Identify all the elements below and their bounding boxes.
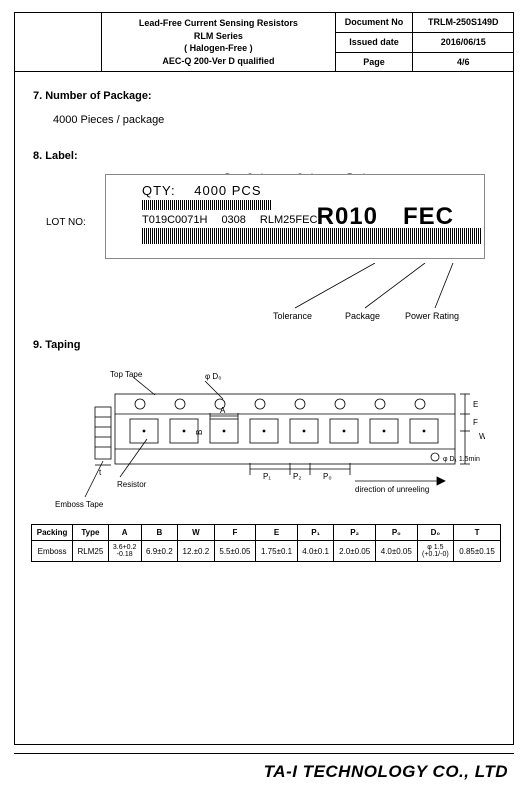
lbl-emboss: Emboss Tape: [55, 500, 104, 509]
lbl-a: A: [220, 406, 226, 415]
lbl-f: F: [473, 418, 478, 427]
lbl-p2: P₂: [293, 472, 301, 481]
barcode-small: [142, 200, 272, 210]
ph-8: P₂: [334, 525, 376, 541]
ann-package: Package: [345, 311, 380, 321]
ph-4: W: [178, 525, 215, 541]
lbl-resistor: Resistor: [117, 480, 147, 489]
lbl-p1: P₁: [263, 472, 271, 481]
packing-table: Packing Type A B W F E P₁ P₂ P₀ D₀ T Emb…: [31, 524, 501, 562]
lbl-p0: P₀: [323, 472, 332, 481]
date-code-val: 0308: [221, 214, 245, 226]
lbl-top-tape: Top Tape: [110, 370, 143, 379]
lbl-d0: φ D₀: [205, 372, 222, 381]
ph-10: D₀: [417, 525, 454, 541]
ph-2: A: [108, 525, 141, 541]
taping-diagram: Top Tape φ D₀ A B P₁ P₂ P₀ φ D₁ 1.5min E…: [55, 369, 485, 514]
ph-11: T: [454, 525, 501, 541]
qty-line: QTY: 4000 PCS: [142, 183, 474, 198]
bottom-annotations: Tolerance Package Power Rating: [15, 263, 513, 333]
page-number: 4/6: [413, 52, 513, 72]
title-line-4: AEC-Q 200-Ver D qualified: [162, 56, 274, 66]
label-area: Date Code Series Resistance LOT NO: QTY:…: [15, 174, 513, 333]
header-table: Lead-Free Current Sensing Resistors RLM …: [15, 13, 513, 72]
pr-2: 3.6+0.2 -0.18: [108, 541, 141, 562]
section-7-title: 7. Number of Package:: [33, 90, 513, 102]
ph-6: E: [256, 525, 298, 541]
issued-label: Issued date: [335, 32, 413, 52]
section-9-title: 9. Taping: [33, 339, 513, 351]
pr-7: 4.0±0.1: [297, 541, 334, 562]
lbl-t: t: [99, 468, 102, 477]
lbl-b: B: [195, 430, 204, 435]
big-marking: R010 FEC: [317, 203, 454, 231]
doc-no-label: Document No: [335, 13, 413, 32]
section-7-text: 4000 Pieces / package: [53, 114, 513, 126]
footer-rule: [14, 753, 514, 754]
doc-no: TRLM-250S149D: [413, 13, 513, 32]
ann-power: Power Rating: [405, 311, 459, 321]
ph-3: B: [141, 525, 178, 541]
title-line-1: Lead-Free Current Sensing Resistors: [139, 18, 298, 28]
lbl-d1: φ D₁ 1.5min: [443, 456, 480, 463]
ph-5: F: [214, 525, 256, 541]
label-box: LOT NO: QTY: 4000 PCS T019C0071H 0308 RL…: [105, 174, 485, 259]
lbl-unreel: direction of unreeling: [355, 485, 429, 494]
pr-8: 2.0±0.05: [334, 541, 376, 562]
page-border: Lead-Free Current Sensing Resistors RLM …: [14, 12, 514, 745]
doc-title: Lead-Free Current Sensing Resistors RLM …: [102, 13, 335, 72]
pr-9: 4.0±0.05: [375, 541, 417, 562]
lot-no: T019C0071H: [142, 214, 207, 226]
pr-3: 6.9±0.2: [141, 541, 178, 562]
ph-9: P₀: [375, 525, 417, 541]
ph-0: Packing: [32, 525, 73, 541]
ph-1: Type: [73, 525, 109, 541]
footer-company: TA-I TECHNOLOGY CO., LTD: [264, 762, 508, 782]
pr-4: 12.±0.2: [178, 541, 215, 562]
page-label: Page: [335, 52, 413, 72]
issued-date: 2016/06/15: [413, 32, 513, 52]
pr-10: φ 1.5 (+0.1/-0): [417, 541, 454, 562]
title-line-3: ( Halogen-Free ): [184, 43, 253, 53]
ph-7: P₁: [297, 525, 334, 541]
series-val: RLM25FEC: [260, 214, 317, 226]
packing-data-row: Emboss RLM25 3.6+0.2 -0.18 6.9±0.2 12.±0…: [32, 541, 501, 562]
pr-1: RLM25: [73, 541, 109, 562]
lbl-e: E: [473, 400, 478, 409]
pr-0: Emboss: [32, 541, 73, 562]
pr-5: 5.5±0.05: [214, 541, 256, 562]
lbl-w: W: [479, 432, 485, 441]
packing-header-row: Packing Type A B W F E P₁ P₂ P₀ D₀ T: [32, 525, 501, 541]
ann-tolerance: Tolerance: [273, 311, 312, 321]
lot-no-label: LOT NO:: [46, 217, 86, 228]
pr-6: 1.75±0.1: [256, 541, 298, 562]
title-line-2: RLM Series: [194, 31, 243, 41]
section-8-title: 8. Label:: [33, 150, 513, 162]
pr-11: 0.85±0.15: [454, 541, 501, 562]
